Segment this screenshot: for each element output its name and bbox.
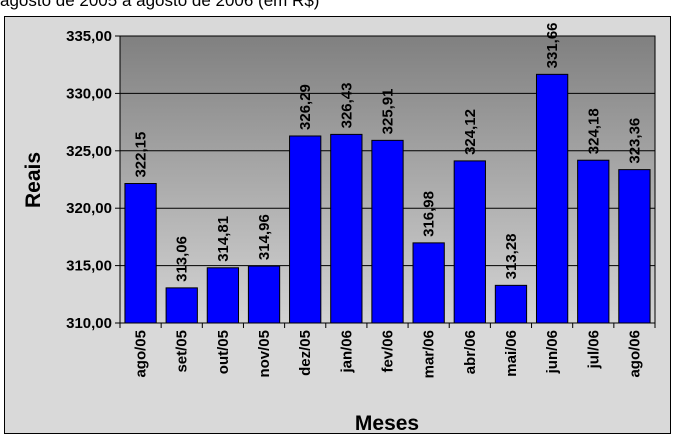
bar: [206, 267, 240, 324]
data-label: 326,43: [338, 82, 355, 128]
x-tick-label: abr/06: [462, 330, 479, 374]
plot-frame: [119, 35, 656, 324]
x-tick-label: mai/06: [503, 330, 520, 377]
data-label: 326,29: [297, 84, 314, 130]
y-tick-label: 315,00: [66, 258, 112, 275]
bar: [618, 169, 651, 324]
x-tick-label: jan/06: [338, 330, 355, 374]
data-label: 313,28: [503, 233, 520, 279]
chart-caption: agosto de 2005 a agosto de 2006 (em R$): [0, 0, 320, 10]
bar: [330, 133, 363, 324]
x-tick-label: dez/05: [297, 330, 314, 376]
x-tick-label: out/05: [215, 330, 232, 374]
bar: [577, 159, 610, 324]
bar: [247, 265, 281, 324]
y-tick-label: 335,00: [66, 28, 112, 45]
bar: [165, 287, 198, 324]
axes: [119, 35, 656, 328]
data-label: 316,98: [421, 191, 438, 237]
x-tick-label: jul/06: [585, 330, 602, 369]
bar: [289, 135, 322, 324]
data-label: 324,18: [585, 108, 602, 154]
x-tick-label: nov/05: [256, 330, 273, 378]
data-label: 322,15: [133, 132, 150, 178]
x-tick-label: mar/06: [421, 330, 438, 378]
data-label: 313,06: [174, 236, 191, 282]
y-tick-labels: 310,00 315,00 320,00 325,00 330,00 335,00: [66, 28, 112, 332]
bar: [124, 183, 157, 324]
y-tick-label: 310,00: [66, 315, 112, 332]
bar: [412, 242, 445, 324]
bars: [124, 73, 651, 324]
y-tick-label: 325,00: [66, 143, 112, 160]
x-tick-label: jun/06: [544, 330, 561, 374]
x-tick-label: fev/06: [380, 330, 397, 373]
data-label: 314,96: [256, 214, 273, 260]
bar: [453, 160, 486, 324]
x-tick-label: set/05: [174, 330, 191, 373]
x-axis-label: Meses: [355, 412, 419, 435]
x-tick-labels: ago/05 set/05 out/05 nov/05 dez/05 jan/06 fev/…: [133, 330, 644, 378]
bar: [371, 139, 404, 324]
y-axis-label: Reais: [22, 152, 45, 208]
data-label: 323,36: [626, 118, 643, 164]
x-tick-label: ago/06: [626, 330, 643, 378]
y-tick-label: 320,00: [66, 200, 112, 217]
data-label: 331,66: [544, 22, 561, 68]
bar: [494, 284, 528, 324]
data-label: 324,12: [462, 109, 479, 155]
data-label: 325,91: [380, 88, 397, 134]
data-label: 314,81: [215, 216, 232, 262]
x-tick-label: ago/05: [133, 330, 150, 378]
value-labels: 322,15 313,06 314,81 314,96 326,29 326,43 325,…: [133, 22, 644, 281]
y-tick-label: 330,00: [66, 85, 112, 102]
bar: [535, 73, 569, 324]
